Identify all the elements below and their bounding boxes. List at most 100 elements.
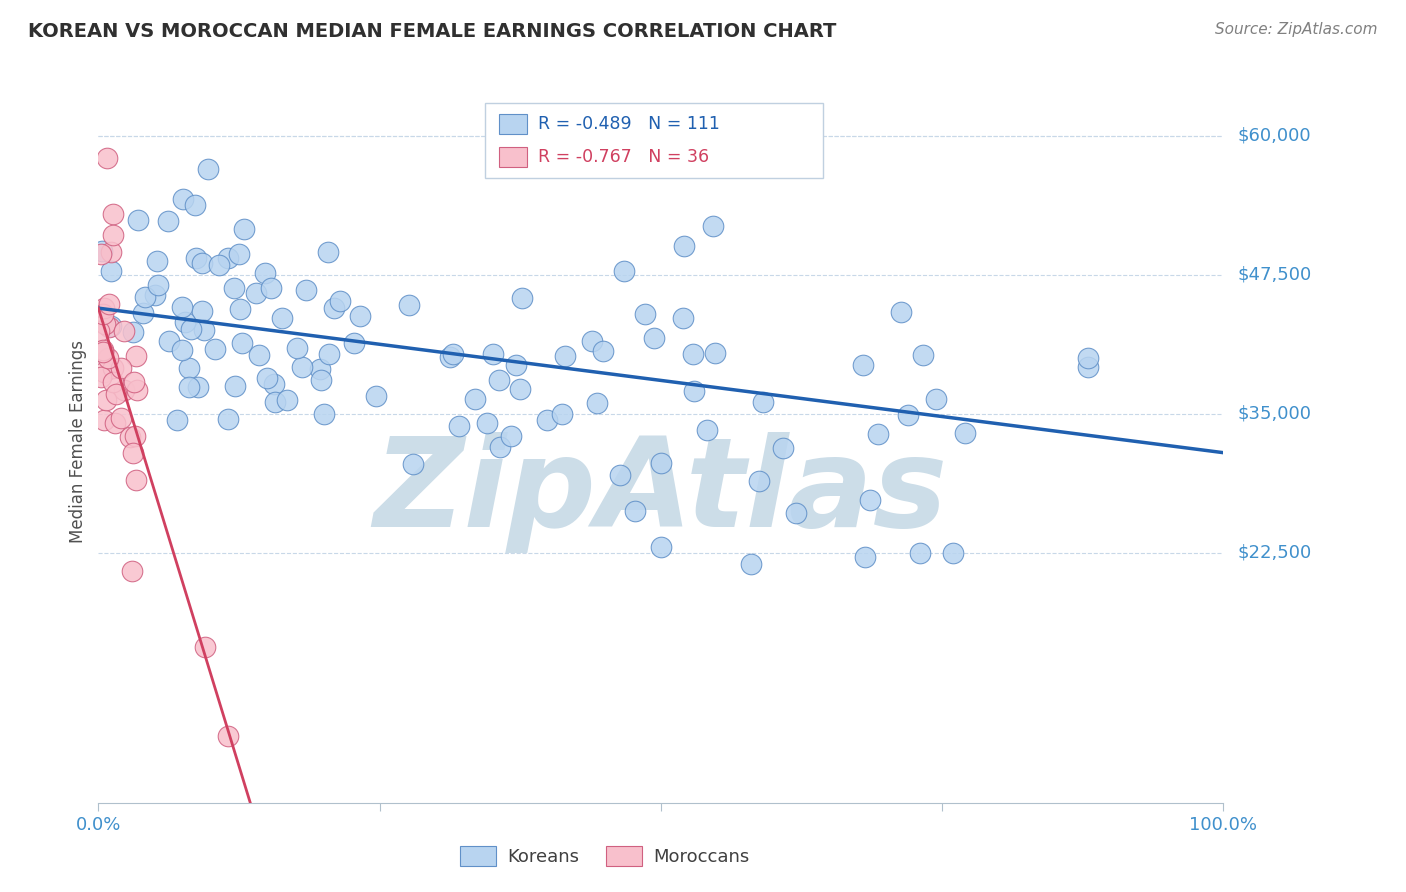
Point <box>89 324 111 338</box>
Point <box>103 375 125 389</box>
Point <box>271 310 294 325</box>
Point <box>322 301 344 316</box>
Point <box>349 310 371 324</box>
Point <box>170 300 193 314</box>
Point <box>510 292 533 306</box>
Point <box>96 151 118 165</box>
Point <box>890 305 912 319</box>
Point <box>94 392 117 407</box>
Point <box>157 334 180 349</box>
Point <box>772 441 794 455</box>
Point <box>868 427 890 442</box>
Point <box>122 446 145 460</box>
Text: R = -0.767   N = 36: R = -0.767 N = 36 <box>538 148 710 166</box>
Point <box>1077 351 1099 366</box>
Point <box>100 264 122 278</box>
Text: $47,500: $47,500 <box>1237 266 1312 284</box>
Point <box>98 320 121 334</box>
Point <box>499 429 522 443</box>
Point <box>91 344 114 359</box>
Point <box>194 640 217 655</box>
Point <box>253 267 276 281</box>
Text: ZipAtlas: ZipAtlas <box>374 432 948 553</box>
Point <box>554 350 576 364</box>
Point <box>179 361 201 376</box>
Point <box>683 384 706 399</box>
Point <box>101 227 124 242</box>
Point <box>696 423 718 437</box>
Point <box>613 264 636 278</box>
Point <box>134 289 156 303</box>
Legend: Koreans, Moroccans: Koreans, Moroccans <box>453 838 756 873</box>
Point <box>180 322 202 336</box>
Point <box>231 336 253 351</box>
Point <box>256 371 278 385</box>
Point <box>643 330 665 344</box>
Point <box>217 412 239 426</box>
Point <box>172 192 194 206</box>
Point <box>100 319 122 334</box>
Point <box>89 247 111 261</box>
Point <box>953 426 976 441</box>
Point <box>166 413 188 427</box>
Point <box>509 382 531 396</box>
Point <box>263 377 285 392</box>
Point <box>97 297 120 311</box>
Text: $22,500: $22,500 <box>1237 544 1312 562</box>
Point <box>125 349 148 363</box>
Point <box>748 474 770 488</box>
Y-axis label: Median Female Earnings: Median Female Earnings <box>69 340 87 543</box>
Point <box>276 392 298 407</box>
Point <box>291 359 314 374</box>
Point <box>190 304 212 318</box>
Point <box>197 161 219 176</box>
Point <box>110 410 132 425</box>
Point <box>366 388 388 402</box>
Point <box>90 369 112 384</box>
Point <box>650 456 672 470</box>
Point <box>100 245 122 260</box>
Point <box>402 457 425 471</box>
Point <box>489 440 512 454</box>
Point <box>740 557 762 571</box>
Point <box>245 285 267 300</box>
Point <box>146 278 169 293</box>
Point <box>121 326 143 340</box>
Point <box>585 396 607 410</box>
Point <box>581 334 603 348</box>
Text: $35,000: $35,000 <box>1237 405 1312 423</box>
Point <box>143 287 166 301</box>
Point <box>551 407 574 421</box>
Point <box>592 344 614 359</box>
Point <box>682 347 704 361</box>
Point <box>233 222 256 236</box>
Point <box>285 341 308 355</box>
Text: KOREAN VS MOROCCAN MEDIAN FEMALE EARNINGS CORRELATION CHART: KOREAN VS MOROCCAN MEDIAN FEMALE EARNING… <box>28 22 837 41</box>
Text: $60,000: $60,000 <box>1237 127 1310 145</box>
Point <box>343 335 366 350</box>
Point <box>187 379 209 393</box>
Point <box>96 351 118 365</box>
Point <box>449 418 471 433</box>
Point <box>329 293 352 308</box>
Point <box>110 361 132 376</box>
Point <box>124 429 146 443</box>
Point <box>1077 359 1099 374</box>
Point <box>112 324 135 338</box>
Point <box>859 493 882 508</box>
Point <box>624 504 647 518</box>
Point <box>295 283 318 297</box>
Point <box>101 361 124 376</box>
Point <box>264 395 287 409</box>
Point <box>924 392 946 406</box>
Point <box>312 407 335 421</box>
Point <box>897 409 920 423</box>
Point <box>634 307 657 321</box>
Point <box>93 301 115 315</box>
Point <box>703 345 725 359</box>
Point <box>122 375 145 389</box>
Point <box>318 347 340 361</box>
Point <box>439 350 461 364</box>
Point <box>398 298 420 312</box>
Point <box>464 392 486 406</box>
